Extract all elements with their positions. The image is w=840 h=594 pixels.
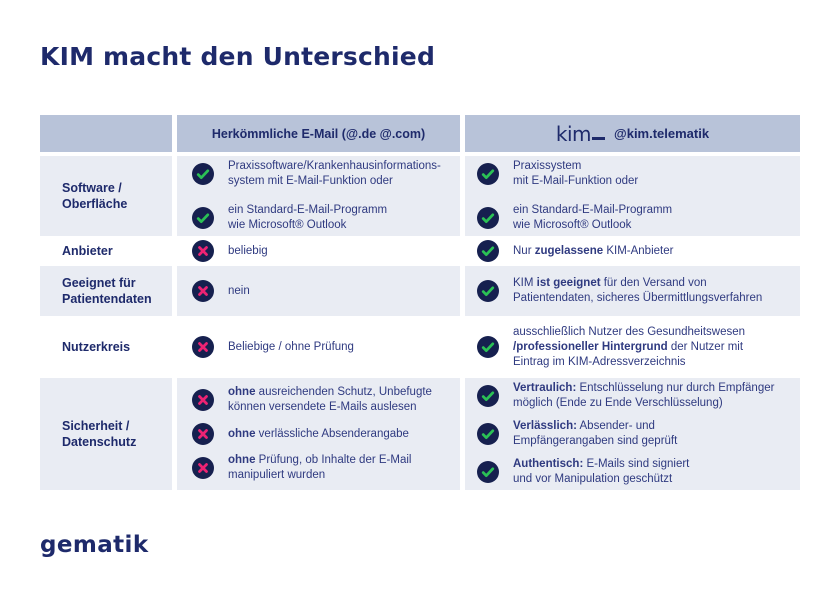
email-cell: ohne ausreichenden Schutz, Unbefugte könn… — [177, 378, 460, 490]
feature-item: nein — [192, 280, 460, 302]
header-kim-cell: kim @kim.telematik — [465, 115, 800, 152]
kim-items: Nur zugelassene KIM-Anbieter — [465, 236, 800, 266]
kim-cell: Nur zugelassene KIM-Anbieter — [465, 236, 800, 266]
feature-item: ausschließlich Nutzer des Gesundheitswes… — [477, 325, 800, 370]
kim-cell: KIM ist geeignet für den Versand von Pati… — [465, 266, 800, 316]
cross-icon — [192, 280, 214, 302]
kim-logo: kim — [555, 121, 606, 146]
feature-text: Verlässlich: Absender- und Empfängerangab… — [513, 420, 678, 447]
feature-text: Vertraulich: Entschlüsselung nur durch E… — [513, 382, 775, 409]
kim-items: Vertraulich: Entschlüsselung nur durch E… — [465, 378, 800, 490]
feature-text: beliebig — [228, 244, 268, 257]
kim-items: ausschließlich Nutzer des Gesundheitswes… — [465, 316, 800, 378]
feature-text: ohne verlässliche Absenderangabe — [228, 427, 409, 440]
check-icon — [477, 336, 499, 358]
email-items: beliebig — [177, 236, 460, 266]
row-label: Anbieter — [62, 244, 113, 258]
table-row: Nutzerkreis Beliebige / ohne Prüfung aussc… — [40, 316, 800, 378]
kim-column-header: @kim.telematik — [614, 126, 710, 141]
cross-icon — [192, 336, 214, 358]
table-body: Software / Oberfläche Praxissoftware/Krank… — [40, 156, 800, 490]
table-row: Geeignet für Patientendaten nein KIM ist ge… — [40, 266, 800, 316]
email-cell: nein — [177, 266, 460, 316]
row-label-cell: Sicherheit / Datenschutz — [40, 378, 172, 490]
email-items: nein — [177, 266, 460, 316]
email-cell: Praxissoftware/Krankenhausinformations-s… — [177, 156, 460, 236]
kim-cell: Praxissystem mit E-Mail-Funktion oder ein … — [465, 156, 800, 236]
kim-cell: Vertraulich: Entschlüsselung nur durch E… — [465, 378, 800, 490]
row-label: Nutzerkreis — [62, 340, 131, 354]
feature-text: ein Standard-E-Mail-Programm wie Microsof… — [228, 204, 388, 231]
kim-logo-text: kim — [555, 121, 592, 146]
feature-text: Praxissoftware/Krankenhausinformations-s… — [228, 160, 441, 187]
comparison-table: Herkömmliche E-Mail (@.de @.com) kim @ki… — [40, 115, 800, 490]
feature-text: ein Standard-E-Mail-Programm wie Microsof… — [513, 204, 673, 231]
check-icon — [192, 207, 214, 229]
feature-item: Verlässlich: Absender- und Empfängerangab… — [477, 419, 800, 449]
feature-text: Nur zugelassene KIM-Anbieter — [513, 244, 674, 257]
table-row: Software / Oberfläche Praxissoftware/Krank… — [40, 156, 800, 236]
row-label: Geeignet für Patientendaten — [62, 276, 152, 306]
email-cell: beliebig — [177, 236, 460, 266]
feature-item: ein Standard-E-Mail-Programm wie Microsof… — [477, 203, 800, 233]
feature-item: ein Standard-E-Mail-Programm wie Microsof… — [192, 203, 460, 233]
feature-text: KIM ist geeignet für den Versand von Pati… — [513, 277, 763, 304]
feature-text: Authentisch: E-Mails sind signiert und vo… — [513, 458, 690, 485]
check-icon — [477, 280, 499, 302]
check-icon — [192, 163, 214, 185]
page-title: KIM macht den Unterschied — [40, 42, 436, 71]
feature-text: ohne ausreichenden Schutz, Unbefugte könn… — [228, 386, 432, 413]
feature-item: Praxissoftware/Krankenhausinformations-s… — [192, 159, 460, 189]
feature-item: Nur zugelassene KIM-Anbieter — [477, 240, 800, 262]
row-label: Software / Oberfläche — [62, 181, 128, 211]
feature-item: ohne ausreichenden Schutz, Unbefugte könn… — [192, 385, 460, 415]
gematik-logo: gematik — [40, 532, 149, 558]
table-header-row: Herkömmliche E-Mail (@.de @.com) kim @ki… — [40, 115, 800, 152]
check-icon — [477, 423, 499, 445]
row-label-cell: Anbieter — [40, 236, 172, 266]
row-label-cell: Software / Oberfläche — [40, 156, 172, 236]
kim-items: KIM ist geeignet für den Versand von Pati… — [465, 266, 800, 316]
check-icon — [477, 163, 499, 185]
header-email-cell: Herkömmliche E-Mail (@.de @.com) — [177, 115, 460, 152]
check-icon — [477, 240, 499, 262]
feature-item: Beliebige / ohne Prüfung — [192, 336, 460, 358]
row-label: Sicherheit / Datenschutz — [62, 419, 137, 449]
feature-text: nein — [228, 284, 250, 297]
kim-items: Praxissystem mit E-Mail-Funktion oder ein … — [465, 156, 800, 236]
cross-icon — [192, 457, 214, 479]
row-label-cell: Nutzerkreis — [40, 316, 172, 378]
cross-icon — [192, 389, 214, 411]
feature-text: Praxissystem mit E-Mail-Funktion oder — [513, 160, 639, 187]
feature-text: Beliebige / ohne Prüfung — [228, 340, 354, 353]
email-items: Praxissoftware/Krankenhausinformations-s… — [177, 156, 460, 236]
feature-item: Praxissystem mit E-Mail-Funktion oder — [477, 159, 800, 189]
header-empty-cell — [40, 115, 172, 152]
cross-icon — [192, 423, 214, 445]
feature-item: ohne Prüfung, ob Inhalte der E-Mail manip… — [192, 453, 460, 483]
feature-item: KIM ist geeignet für den Versand von Pati… — [477, 276, 800, 306]
feature-item: Authentisch: E-Mails sind signiert und vo… — [477, 457, 800, 487]
feature-text: ohne Prüfung, ob Inhalte der E-Mail manip… — [228, 454, 412, 481]
email-items: Beliebige / ohne Prüfung — [177, 316, 460, 378]
feature-item: Vertraulich: Entschlüsselung nur durch E… — [477, 381, 800, 411]
feature-text: ausschließlich Nutzer des Gesundheitswes… — [513, 325, 746, 368]
table-row: Anbieter beliebig Nur zugelassene KIM-Anbi… — [40, 236, 800, 266]
email-items: ohne ausreichenden Schutz, Unbefugte könn… — [177, 378, 460, 490]
check-icon — [477, 207, 499, 229]
feature-item: ohne verlässliche Absenderangabe — [192, 423, 460, 445]
email-cell: Beliebige / ohne Prüfung — [177, 316, 460, 378]
feature-item: beliebig — [192, 240, 460, 262]
kim-cell: ausschließlich Nutzer des Gesundheitswes… — [465, 316, 800, 378]
kim-logo-tail — [592, 137, 606, 140]
check-icon — [477, 461, 499, 483]
table-row: Sicherheit / Datenschutz ohne ausreichende… — [40, 378, 800, 490]
cross-icon — [192, 240, 214, 262]
row-label-cell: Geeignet für Patientendaten — [40, 266, 172, 316]
check-icon — [477, 385, 499, 407]
email-column-header: Herkömmliche E-Mail (@.de @.com) — [211, 126, 426, 141]
